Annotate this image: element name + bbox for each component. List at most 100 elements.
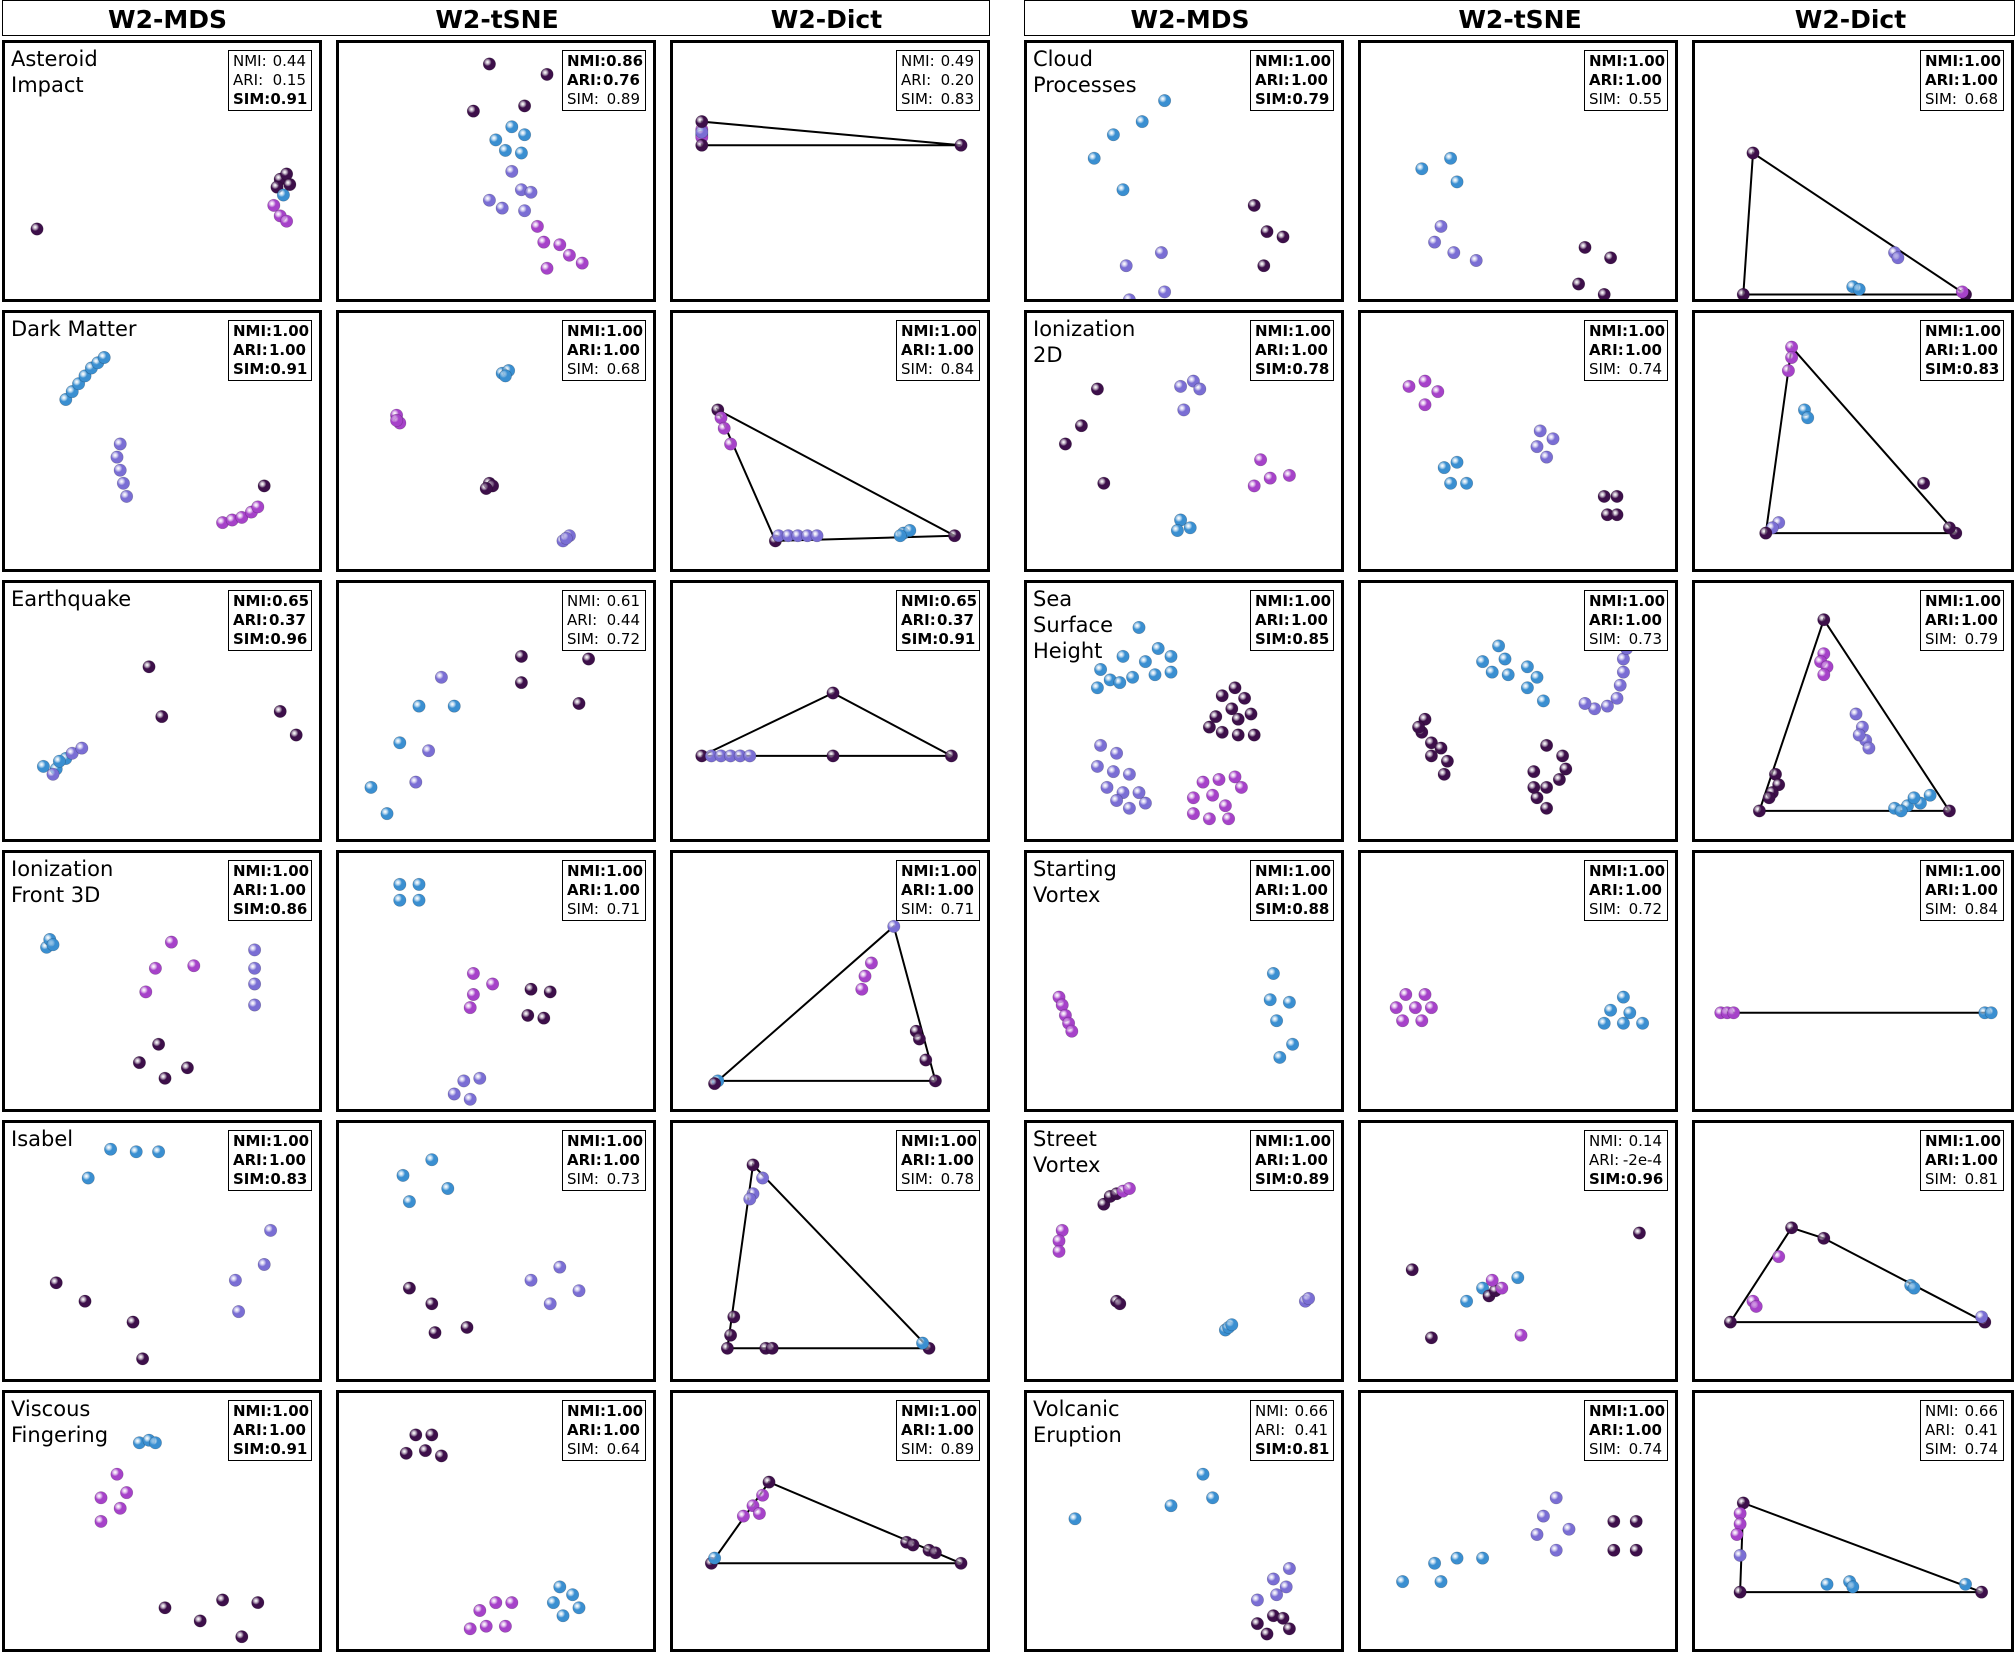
scatter-plot bbox=[1052, 967, 1300, 1064]
metrics-box: NMI: 1.00 ARI: 1.00 SIM: 0.72 bbox=[1584, 860, 1668, 921]
metric-label: SIM: bbox=[233, 90, 271, 108]
data-point bbox=[1106, 128, 1120, 142]
metric-row-nmi: NMI: 1.00 bbox=[567, 1132, 643, 1151]
column-header-w2-tsne: W2-tSNE bbox=[1458, 5, 1582, 34]
data-point bbox=[695, 138, 709, 152]
data-point bbox=[1540, 780, 1554, 794]
chart-panel: NMI: 0.86 ARI: 0.76 SIM: 0.89 bbox=[336, 40, 656, 302]
chart-panel: Isabel NMI: 1.00 ARI: 1.00 SIM: 0.83 bbox=[2, 1120, 322, 1382]
metrics-box: NMI: 1.00 ARI: 1.00 SIM: 0.91 bbox=[228, 1400, 312, 1461]
metric-row-sim: SIM: 0.72 bbox=[1589, 900, 1662, 919]
data-point bbox=[1389, 1001, 1403, 1015]
data-point bbox=[1090, 681, 1104, 695]
data-point bbox=[1520, 681, 1534, 695]
metric-value: 1.00 bbox=[1960, 1151, 1998, 1169]
data-point bbox=[1607, 1514, 1621, 1528]
column-header-w2-dict: W2-Dict bbox=[1794, 5, 1907, 34]
data-point bbox=[1424, 1001, 1438, 1015]
data-point bbox=[1122, 801, 1136, 815]
data-point bbox=[257, 479, 271, 493]
data-point bbox=[1266, 1572, 1280, 1586]
data-point bbox=[743, 1192, 757, 1206]
data-point bbox=[1202, 720, 1216, 734]
data-point bbox=[1450, 1551, 1464, 1565]
data-point bbox=[1907, 791, 1921, 805]
simplex-outline bbox=[1758, 617, 1952, 812]
data-point bbox=[582, 652, 596, 666]
data-point bbox=[402, 1195, 416, 1209]
data-point bbox=[1600, 699, 1614, 713]
data-point bbox=[1138, 796, 1152, 810]
data-point bbox=[1231, 712, 1245, 726]
data-point bbox=[948, 529, 962, 543]
metric-label: NMI: bbox=[1925, 52, 1965, 70]
metric-row-nmi: NMI: 1.00 bbox=[233, 1132, 309, 1151]
metric-label: NMI: bbox=[1925, 1402, 1959, 1420]
data-point bbox=[248, 961, 262, 975]
data-point bbox=[1116, 649, 1130, 663]
metric-label: SIM: bbox=[1925, 1170, 1957, 1188]
data-point bbox=[1164, 665, 1178, 679]
data-point bbox=[903, 524, 917, 538]
data-point bbox=[1578, 697, 1592, 711]
data-point bbox=[765, 1341, 779, 1355]
scatter-plot bbox=[393, 877, 557, 1106]
data-point bbox=[396, 1168, 410, 1182]
metric-row-sim: SIM: 0.78 bbox=[901, 1170, 974, 1189]
metric-label: SIM: bbox=[233, 360, 271, 378]
data-point bbox=[1891, 251, 1905, 265]
data-point bbox=[148, 1436, 162, 1450]
metric-label: NMI: bbox=[1255, 862, 1295, 880]
data-point bbox=[708, 1551, 722, 1565]
chart-panel: NMI: 1.00 ARI: 1.00 SIM: 0.68 bbox=[1692, 40, 2014, 302]
metric-row-sim: SIM: 0.91 bbox=[233, 360, 307, 379]
data-point bbox=[180, 1061, 194, 1075]
metric-row-ari: ARI: 1.00 bbox=[901, 881, 974, 900]
metric-row-sim: SIM: 0.81 bbox=[1925, 1170, 1998, 1189]
metric-label: NMI: bbox=[901, 52, 935, 70]
data-point bbox=[1218, 799, 1232, 813]
metric-row-sim: SIM: 0.74 bbox=[1925, 1440, 1998, 1459]
metric-label: SIM: bbox=[1589, 360, 1621, 378]
metric-value: 0.61 bbox=[606, 592, 640, 610]
data-point bbox=[1110, 746, 1124, 760]
data-point bbox=[1206, 788, 1220, 802]
metric-value: 1.00 bbox=[1964, 322, 2002, 340]
data-point bbox=[1260, 1627, 1274, 1641]
data-point bbox=[425, 1297, 439, 1311]
metric-label: SIM: bbox=[1589, 900, 1621, 918]
data-point bbox=[1917, 476, 1931, 490]
data-point bbox=[912, 1032, 926, 1046]
metric-label: SIM: bbox=[1589, 1170, 1627, 1188]
chart-panel: NMI: 0.61 ARI: 0.44 SIM: 0.72 bbox=[336, 580, 656, 842]
metric-label: ARI: bbox=[567, 611, 598, 629]
metric-value: 1.00 bbox=[606, 322, 644, 340]
data-point bbox=[1632, 1226, 1646, 1240]
metric-value: -2e-4 bbox=[1622, 1151, 1662, 1169]
scatter-plot bbox=[1714, 1006, 1998, 1020]
data-point bbox=[1533, 424, 1547, 438]
metric-row-nmi: NMI: 1.00 bbox=[1925, 1132, 2001, 1151]
metric-row-nmi: NMI: 1.00 bbox=[1589, 322, 1665, 341]
metric-row-ari: ARI: 1.00 bbox=[1925, 1151, 1998, 1170]
data-point bbox=[463, 1092, 477, 1106]
metric-value: 0.79 bbox=[1964, 630, 1998, 648]
data-point bbox=[1629, 1514, 1643, 1528]
metric-row-ari: ARI: 0.41 bbox=[1255, 1421, 1328, 1440]
data-point bbox=[139, 985, 153, 999]
metric-value: 1.00 bbox=[272, 862, 310, 880]
metric-value: 0.73 bbox=[606, 1170, 640, 1188]
data-point bbox=[518, 99, 532, 113]
data-point bbox=[466, 988, 480, 1002]
metrics-box: NMI: 0.65 ARI: 0.37 SIM: 0.96 bbox=[228, 590, 312, 651]
metric-value: 0.66 bbox=[1964, 1402, 1998, 1420]
data-point bbox=[1428, 1556, 1442, 1570]
metric-label: NMI: bbox=[567, 1132, 607, 1150]
data-point bbox=[425, 1153, 439, 1167]
data-point bbox=[954, 1556, 968, 1570]
metrics-box: NMI: 1.00 ARI: 1.00 SIM: 0.86 bbox=[228, 860, 312, 921]
metric-row-nmi: NMI: 1.00 bbox=[1589, 862, 1665, 881]
metric-label: ARI: bbox=[233, 1151, 268, 1169]
metric-row-nmi: NMI: 0.61 bbox=[567, 592, 640, 611]
data-point bbox=[113, 463, 127, 477]
